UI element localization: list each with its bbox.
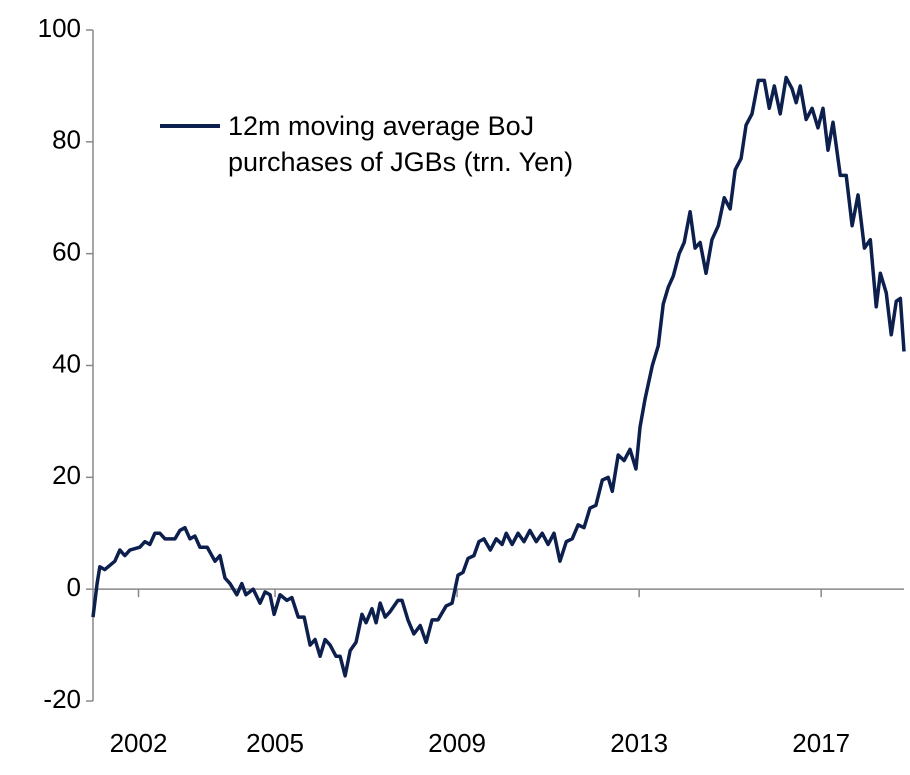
x-tick-label: 2017 [792, 728, 850, 758]
x-tick-label: 2013 [610, 728, 668, 758]
y-tick-label: 40 [52, 348, 81, 378]
line [91, 75, 906, 678]
y-tick-label: -20 [43, 684, 81, 714]
x-tick-label: 2009 [428, 728, 486, 758]
y-tick-label: 0 [67, 572, 81, 602]
legend: 12m moving average BoJ purchases of JGBs… [160, 108, 648, 180]
y-tick-label: 80 [52, 125, 81, 155]
y-tick-label: 100 [38, 13, 81, 43]
legend-swatch [160, 124, 220, 128]
legend-label: 12m moving average BoJ purchases of JGBs… [228, 111, 574, 177]
y-tick-label: 60 [52, 237, 81, 267]
x-tick-label: 2002 [110, 728, 168, 758]
x-tick-label: 2005 [246, 728, 304, 758]
y-tick-label: 20 [52, 460, 81, 490]
